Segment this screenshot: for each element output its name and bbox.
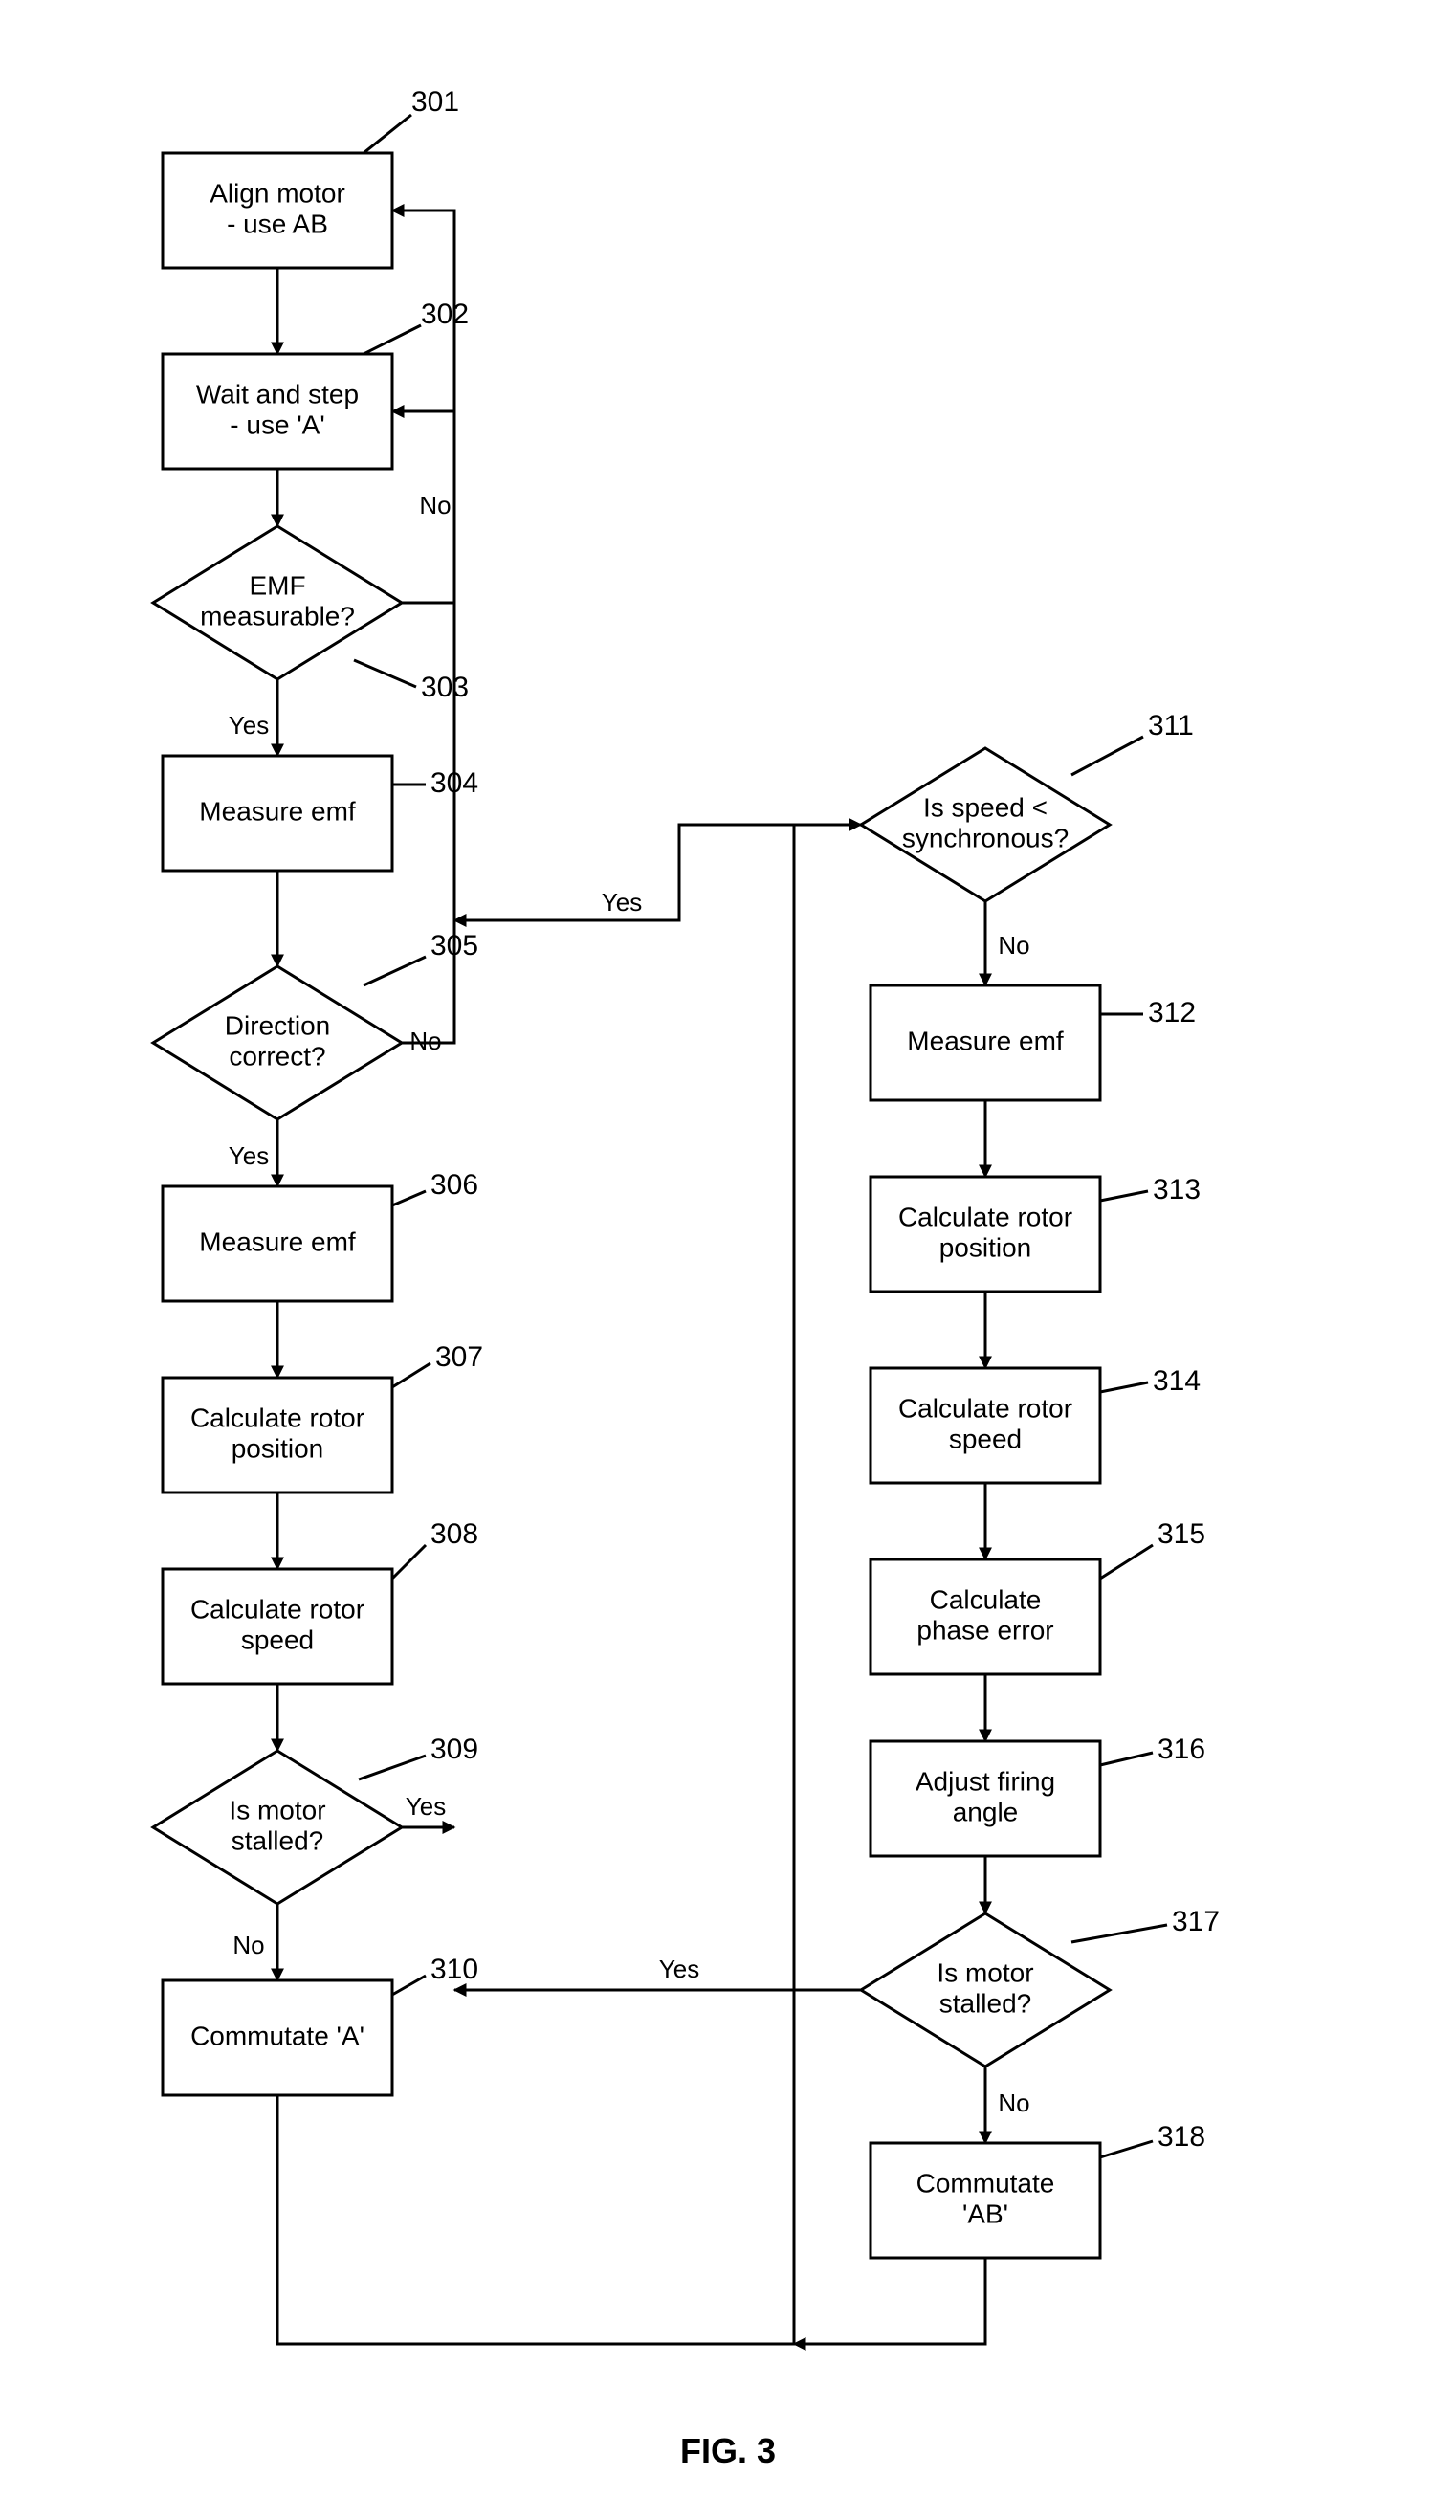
figure-caption: FIG. 3	[680, 2431, 776, 2470]
ref-number: 318	[1158, 2121, 1205, 2153]
ref-number: 305	[430, 930, 478, 962]
node-302: Wait and step- use 'A' 302	[163, 298, 469, 469]
node-label: measurable?	[200, 601, 355, 630]
node-label: Measure emf	[907, 1026, 1064, 1055]
node-313: Calculate rotorposition 313	[871, 1174, 1201, 1292]
ref-lead	[392, 1363, 430, 1387]
edge-label: No	[998, 2089, 1029, 2117]
node-label: angle	[953, 1797, 1019, 1826]
node-label: Is speed <	[923, 792, 1048, 822]
ref-lead	[364, 115, 411, 153]
ref-number: 313	[1153, 1174, 1201, 1205]
ref-number: 315	[1158, 1518, 1205, 1550]
node-318: Commutate'AB' 318	[871, 2121, 1205, 2258]
node-label: Align motor	[210, 178, 345, 208]
ref-lead	[1100, 1753, 1153, 1765]
ref-number: 303	[421, 672, 469, 703]
ref-lead	[359, 1756, 426, 1779]
ref-number: 301	[411, 86, 459, 118]
edge	[794, 2258, 985, 2344]
node-label: - use 'A'	[230, 409, 324, 439]
ref-number: 302	[421, 298, 469, 330]
ref-lead	[1071, 1925, 1167, 1942]
ref-lead	[1100, 1191, 1148, 1201]
edge-label: Yes	[659, 1955, 699, 1983]
edge-label: Yes	[602, 888, 642, 917]
node-label: EMF	[249, 570, 305, 600]
ref-number: 306	[430, 1169, 478, 1201]
edge	[454, 825, 861, 920]
node-label: speed	[241, 1625, 314, 1654]
node-306: Measure emf 306	[163, 1169, 478, 1301]
node-301: Align motor- use AB 301	[163, 86, 459, 268]
node-label: speed	[949, 1424, 1022, 1453]
node-label: - use AB	[227, 209, 328, 238]
node-label: Adjust firing	[916, 1766, 1055, 1796]
node-316: Adjust firingangle 316	[871, 1734, 1205, 1856]
ref-number: 312	[1148, 997, 1196, 1028]
node-label: stalled?	[939, 1988, 1032, 2018]
node-305: Directioncorrect? 305	[153, 930, 478, 1119]
node-308: Calculate rotorspeed 308	[163, 1518, 478, 1684]
ref-lead	[392, 1976, 426, 1995]
ref-number: 314	[1153, 1365, 1201, 1397]
ref-lead	[354, 660, 416, 687]
node-label: position	[939, 1232, 1032, 1262]
edge-label: No	[409, 1027, 441, 1055]
edge-label: Yes	[406, 1792, 446, 1821]
node-label: Wait and step	[196, 379, 359, 409]
node-label: Measure emf	[199, 796, 356, 826]
node-label: phase error	[916, 1615, 1053, 1645]
node-317: Is motorstalled? 317	[861, 1906, 1220, 2067]
node-label: correct?	[229, 1041, 325, 1071]
node-label: position	[232, 1433, 324, 1463]
ref-number: 310	[430, 1954, 478, 1985]
ref-lead	[392, 1545, 426, 1579]
node-label: Calculate rotor	[190, 1403, 364, 1432]
node-label: Calculate rotor	[898, 1393, 1072, 1423]
node-314: Calculate rotorspeed 314	[871, 1365, 1201, 1483]
node-311: Is speed <synchronous? 311	[861, 710, 1194, 901]
ref-lead	[364, 957, 426, 985]
edge-label: No	[419, 491, 451, 519]
node-label: Commutate	[916, 2168, 1055, 2198]
ref-lead	[1100, 1382, 1148, 1392]
node-312: Measure emf 312	[871, 985, 1196, 1100]
ref-number: 309	[430, 1734, 478, 1765]
ref-number: 311	[1148, 710, 1194, 741]
edge-label: No	[998, 931, 1029, 960]
edge-label: Yes	[229, 711, 269, 740]
edge-label: Yes	[229, 1141, 269, 1170]
ref-lead	[392, 1191, 426, 1205]
ref-lead	[1100, 2141, 1153, 2157]
ref-number: 308	[430, 1518, 478, 1550]
ref-lead	[1071, 737, 1143, 775]
node-304: Measure emf 304	[163, 756, 478, 871]
node-label: Commutate 'A'	[190, 2021, 364, 2050]
ref-number: 317	[1172, 1906, 1220, 1937]
node-label: 'AB'	[962, 2199, 1008, 2228]
node-307: Calculate rotorposition 307	[163, 1341, 483, 1492]
node-303: EMFmeasurable? 303	[153, 526, 469, 703]
node-label: stalled?	[232, 1825, 324, 1855]
node-315: Calculatephase error 315	[871, 1518, 1205, 1674]
ref-number: 307	[435, 1341, 483, 1373]
ref-lead	[364, 325, 421, 354]
node-310: Commutate 'A' 310	[163, 1954, 478, 2095]
node-label: Calculate rotor	[898, 1202, 1072, 1231]
node-label: synchronous?	[902, 823, 1069, 852]
node-label: Is motor	[937, 1957, 1033, 1987]
node-label: Calculate	[930, 1584, 1042, 1614]
ref-number: 316	[1158, 1734, 1205, 1765]
node-label: Direction	[225, 1010, 330, 1040]
ref-lead	[1100, 1545, 1153, 1579]
node-label: Calculate rotor	[190, 1594, 364, 1624]
ref-number: 304	[430, 767, 478, 799]
nodes: Align motor- use AB 301 Wait and step- use…	[153, 86, 1220, 2258]
edge-label: No	[232, 1931, 264, 1959]
node-label: Is motor	[229, 1795, 325, 1824]
node-label: Measure emf	[199, 1227, 356, 1256]
